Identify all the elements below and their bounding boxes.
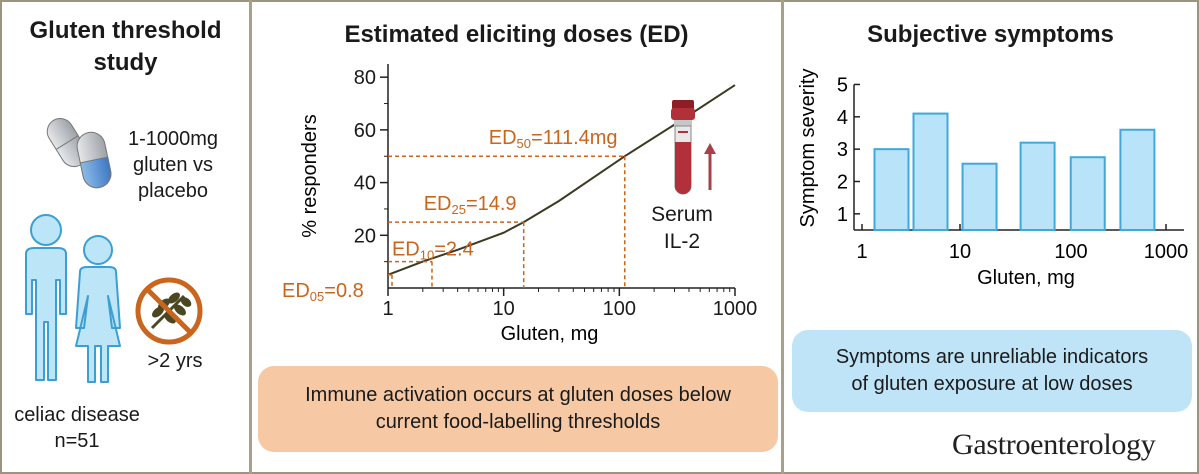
panel-divider-1 bbox=[249, 0, 252, 474]
y-tick-label: 80 bbox=[354, 67, 376, 89]
x-tick-label: 1000 bbox=[713, 298, 758, 320]
symptom-bar bbox=[1119, 128, 1156, 231]
serum-line2: IL-2 bbox=[663, 230, 701, 253]
ed-label: ED10=2.4 bbox=[392, 239, 474, 263]
y-tick-label: 20 bbox=[354, 225, 376, 247]
x-axis-label: Gluten, mg bbox=[977, 267, 1075, 289]
ed-label: ED05=0.8 bbox=[282, 280, 364, 304]
study-panel: Gluten threshold study 1-1000mg gluten v… bbox=[2, 2, 249, 472]
y-tick-label: 1 bbox=[837, 204, 848, 226]
dose-line2: gluten vs bbox=[132, 154, 214, 176]
population-line2: n=51 bbox=[54, 430, 100, 452]
y-tick-label: 40 bbox=[354, 173, 376, 195]
x-tick-label: 10 bbox=[949, 241, 971, 263]
x-tick-label: 1 bbox=[856, 241, 867, 263]
y-axis-label: Symptom severity bbox=[797, 69, 819, 228]
dose-line3: placebo bbox=[137, 180, 209, 202]
duration-label: >2 yrs bbox=[147, 350, 203, 372]
x-tick-label: 10 bbox=[493, 298, 515, 320]
x-tick-label: 100 bbox=[1054, 241, 1087, 263]
study-title-line1: Gluten threshold bbox=[29, 17, 222, 44]
symptom-bar bbox=[873, 148, 910, 232]
y-tick-label: 3 bbox=[837, 139, 848, 161]
symptoms-conclusion-line1: Symptoms are unreliable indicators bbox=[835, 346, 1149, 368]
symptoms-panel: Subjective symptoms 1 2 3 4 5 1 10 100 1000 Glute… bbox=[784, 2, 1197, 472]
adult-male-icon bbox=[25, 214, 67, 381]
symptoms-title: Subjective symptoms bbox=[867, 21, 1114, 48]
ed-panel: Estimated eliciting doses (ED) 1 10 100 100… bbox=[252, 2, 781, 472]
dose-line1: 1-1000mg bbox=[127, 128, 219, 150]
y-tick-label: 4 bbox=[837, 107, 848, 129]
journal-brand: Gastroenterology bbox=[952, 428, 1156, 461]
y-tick-label: 5 bbox=[837, 74, 848, 96]
capsule-icon bbox=[46, 118, 112, 189]
x-tick-label: 100 bbox=[603, 298, 636, 320]
y-tick-label: 2 bbox=[837, 171, 848, 193]
symptom-bar bbox=[961, 162, 998, 232]
y-tick-label: 60 bbox=[354, 120, 376, 142]
blood-tube-icon bbox=[671, 100, 695, 195]
immune-conclusion-line1: Immune activation occurs at gluten doses… bbox=[305, 384, 731, 406]
symptom-bar bbox=[912, 112, 949, 231]
y-axis-label: % responders bbox=[299, 114, 321, 237]
symptom-bar bbox=[1019, 141, 1056, 231]
ed-label: ED25=14.9 bbox=[424, 193, 517, 217]
x-tick-label: 1000 bbox=[1144, 241, 1189, 263]
dose-response-curve bbox=[387, 84, 736, 276]
panel-divider-2 bbox=[781, 0, 784, 474]
adult-female-icon bbox=[75, 235, 121, 383]
up-arrow-icon bbox=[704, 143, 716, 190]
no-wheat-icon bbox=[135, 277, 203, 345]
ed-title: Estimated eliciting doses (ED) bbox=[344, 21, 689, 48]
immune-conclusion-line2: current food-labelling thresholds bbox=[375, 411, 661, 433]
symptoms-conclusion-line2: of gluten exposure at low doses bbox=[851, 373, 1133, 395]
serum-line1: Serum bbox=[651, 203, 713, 226]
ed-chart: 1 10 100 1000 20 40 60 80 Gluten, mg % responders… bbox=[282, 64, 758, 345]
x-tick-label: 1 bbox=[382, 298, 393, 320]
symptom-bar bbox=[1069, 156, 1106, 231]
study-title-line2: study bbox=[93, 49, 158, 76]
ed-label: ED50=111.4mg bbox=[489, 127, 618, 151]
symptoms-conclusion-callout: Symptoms are unreliable indicators of gl… bbox=[792, 330, 1192, 412]
symptoms-chart: 1 2 3 4 5 1 10 100 1000 Gluten, mg Symptom severit… bbox=[797, 69, 1189, 289]
people-icons bbox=[25, 214, 121, 383]
immune-conclusion-callout: Immune activation occurs at gluten doses… bbox=[258, 366, 778, 452]
population-line1: celiac disease bbox=[14, 404, 140, 426]
x-axis-label: Gluten, mg bbox=[501, 323, 599, 345]
